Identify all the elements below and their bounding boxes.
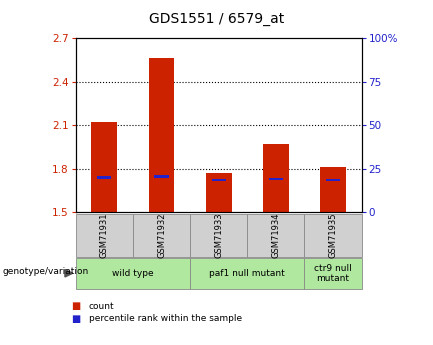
Text: GSM71932: GSM71932 [157,213,166,258]
Text: paf1 null mutant: paf1 null mutant [210,269,285,278]
Text: GSM71933: GSM71933 [214,213,223,258]
Text: GDS1551 / 6579_at: GDS1551 / 6579_at [149,12,284,26]
Text: percentile rank within the sample: percentile rank within the sample [89,314,242,323]
Text: ■: ■ [71,314,81,324]
Bar [206,173,232,212]
Bar [149,58,174,212]
Text: GSM71934: GSM71934 [271,213,280,258]
Bar [97,176,111,179]
Text: wild type: wild type [112,269,154,278]
Text: count: count [89,302,114,310]
Bar [326,179,340,181]
Bar [91,122,117,212]
Bar [320,167,346,212]
Text: genotype/variation: genotype/variation [2,267,88,276]
Text: ■: ■ [71,301,81,311]
Bar [269,178,283,180]
Bar [155,175,168,178]
Bar [212,179,226,181]
Text: GSM71935: GSM71935 [329,213,337,258]
Bar [263,144,289,212]
Text: ctr9 null
mutant: ctr9 null mutant [314,264,352,283]
Text: GSM71931: GSM71931 [100,213,109,258]
